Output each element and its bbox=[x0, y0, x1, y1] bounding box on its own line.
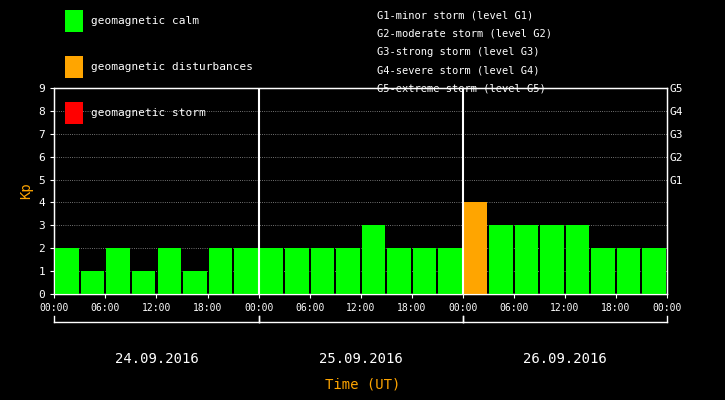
Text: Time (UT): Time (UT) bbox=[325, 378, 400, 392]
Bar bbox=[107, 248, 130, 294]
Bar bbox=[55, 248, 79, 294]
Bar bbox=[642, 248, 666, 294]
Text: geomagnetic storm: geomagnetic storm bbox=[91, 108, 205, 118]
Text: G5-extreme storm (level G5): G5-extreme storm (level G5) bbox=[377, 84, 546, 94]
Bar bbox=[209, 248, 232, 294]
Bar bbox=[515, 225, 539, 294]
Bar bbox=[413, 248, 436, 294]
Bar bbox=[310, 248, 334, 294]
Bar bbox=[566, 225, 589, 294]
Text: G3-strong storm (level G3): G3-strong storm (level G3) bbox=[377, 47, 539, 57]
Y-axis label: Kp: Kp bbox=[19, 183, 33, 199]
Bar bbox=[234, 248, 257, 294]
Bar bbox=[157, 248, 181, 294]
Bar bbox=[464, 202, 487, 294]
Bar bbox=[540, 225, 564, 294]
Bar bbox=[183, 271, 207, 294]
Bar bbox=[362, 225, 385, 294]
Bar bbox=[285, 248, 309, 294]
Bar bbox=[336, 248, 360, 294]
Text: G1-minor storm (level G1): G1-minor storm (level G1) bbox=[377, 10, 534, 20]
Bar bbox=[260, 248, 283, 294]
Text: G2-moderate storm (level G2): G2-moderate storm (level G2) bbox=[377, 28, 552, 38]
Text: geomagnetic calm: geomagnetic calm bbox=[91, 16, 199, 26]
Bar bbox=[617, 248, 640, 294]
Text: G4-severe storm (level G4): G4-severe storm (level G4) bbox=[377, 65, 539, 75]
Bar bbox=[132, 271, 155, 294]
Bar bbox=[489, 225, 513, 294]
Text: geomagnetic disturbances: geomagnetic disturbances bbox=[91, 62, 252, 72]
Bar bbox=[439, 248, 462, 294]
Text: 24.09.2016: 24.09.2016 bbox=[115, 352, 199, 366]
Text: 25.09.2016: 25.09.2016 bbox=[319, 352, 402, 366]
Bar bbox=[81, 271, 104, 294]
Bar bbox=[387, 248, 411, 294]
Bar bbox=[592, 248, 615, 294]
Text: 26.09.2016: 26.09.2016 bbox=[523, 352, 607, 366]
